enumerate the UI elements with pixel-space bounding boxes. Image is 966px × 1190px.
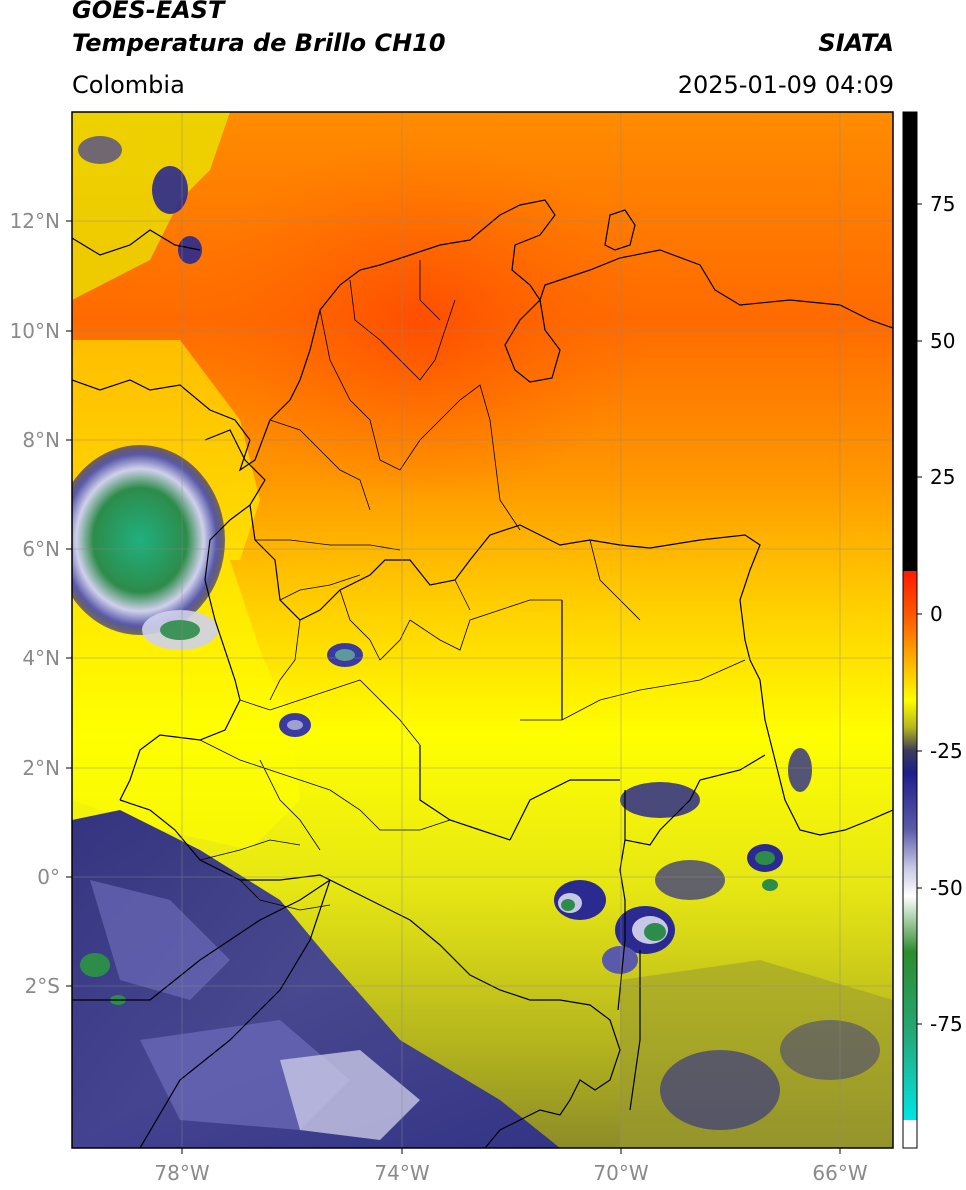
product-title: Temperatura de Brillo CH10 — [72, 29, 446, 57]
colorbar-label-50: 50 — [930, 329, 955, 353]
colorbar-label-0: 0 — [930, 602, 943, 626]
map-frame — [71, 111, 894, 1149]
lon-label-74w: 74°W — [374, 1161, 429, 1185]
region-label: Colombia — [72, 71, 185, 99]
colorbar-label-minus25: -25 — [930, 739, 963, 763]
agency-label: SIATA — [818, 29, 894, 57]
department-boundaries — [199, 260, 746, 911]
colorbar-label-25: 25 — [930, 465, 955, 489]
lat-label-10n: 10°N — [10, 319, 60, 343]
graticule — [72, 112, 893, 1148]
lon-label-78w: 78°W — [154, 1161, 209, 1185]
lat-label-12n: 12°N — [10, 209, 60, 233]
lat-label-8n: 8°N — [22, 428, 60, 452]
colorbar-label-minus75: -75 — [930, 1012, 963, 1036]
colorbar-label-75: 75 — [930, 192, 955, 216]
colorbar: 75 50 25 0 -25 -50 -75 — [902, 111, 963, 1149]
colorbar-bar — [903, 112, 917, 1148]
coastlines-borders — [72, 199, 893, 1148]
lat-label-4n: 4°N — [22, 646, 60, 670]
colorbar-frame — [902, 111, 918, 1149]
datetime-label: 2025-01-09 04:09 — [677, 71, 894, 99]
longitude-ticks: 78°W 74°W 70°W 66°W — [154, 1148, 868, 1185]
brightness-field — [72, 112, 893, 1148]
lon-label-70w: 70°W — [593, 1161, 648, 1185]
lon-label-66w: 66°W — [812, 1161, 867, 1185]
latitude-ticks: 12°N 10°N 8°N 6°N 4°N 2°N 0° 2°S — [10, 209, 72, 998]
satellite-title: GOES-EAST — [72, 0, 225, 24]
lat-label-6n: 6°N — [22, 537, 60, 561]
lat-label-2n: 2°N — [22, 756, 60, 780]
colorbar-label-minus50: -50 — [930, 876, 963, 900]
lat-label-0: 0° — [37, 865, 60, 889]
lat-label-2s: 2°S — [25, 974, 60, 998]
